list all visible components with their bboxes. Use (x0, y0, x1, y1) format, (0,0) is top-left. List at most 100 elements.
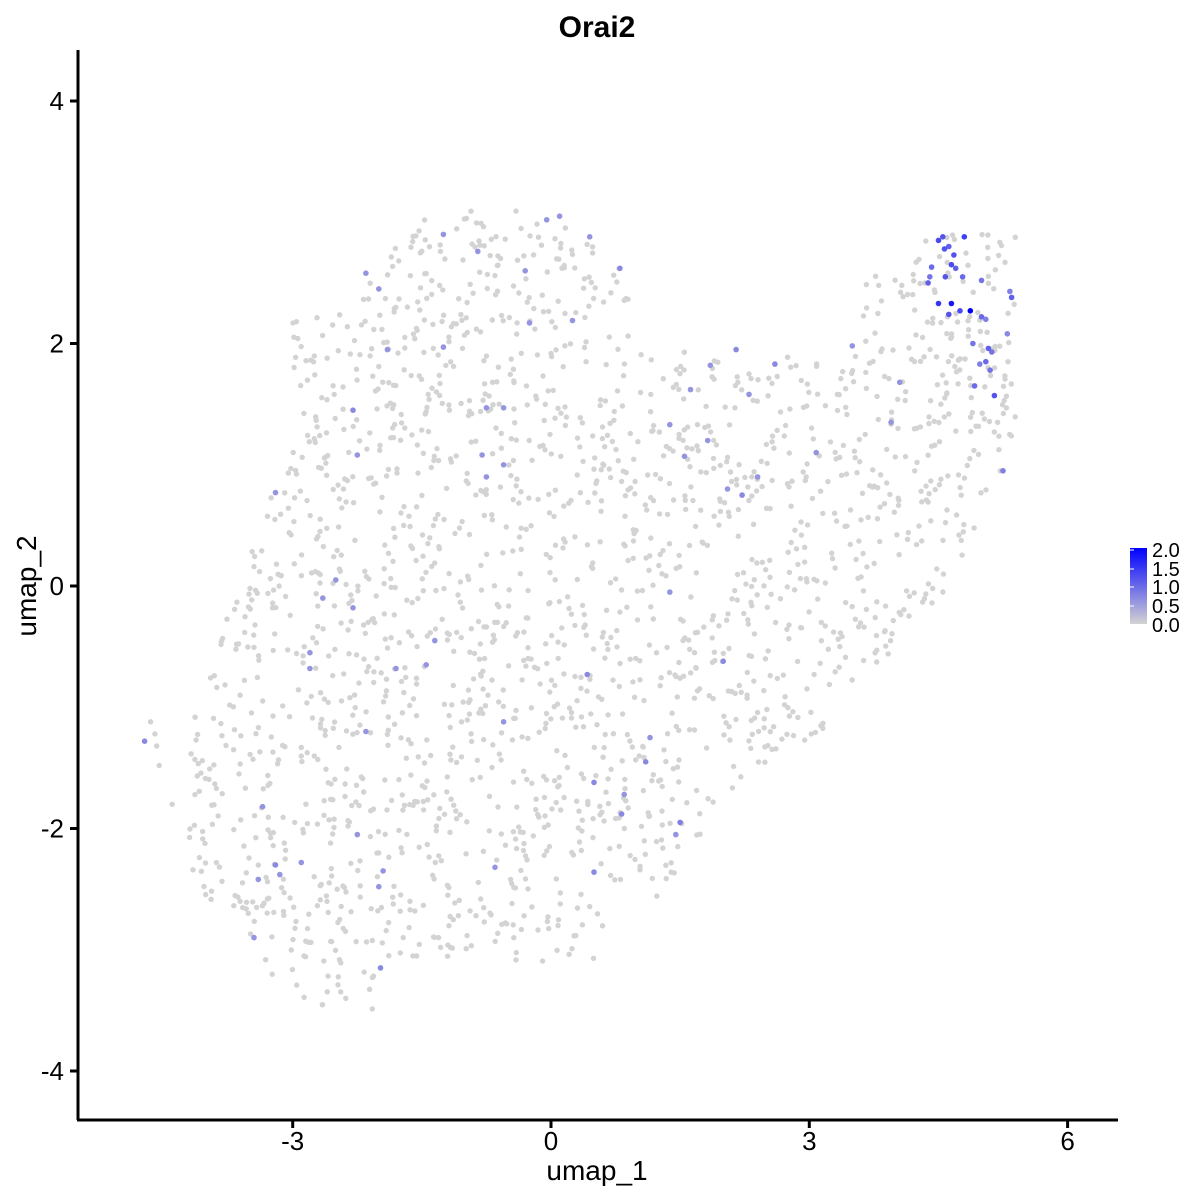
cell-point (314, 315, 320, 321)
cell-point (790, 709, 796, 715)
cell-point (339, 505, 345, 511)
cell-point (697, 811, 703, 817)
cell-point (453, 453, 459, 459)
cell-point (476, 710, 482, 716)
cell-point (874, 647, 880, 653)
cell-point (541, 417, 547, 424)
cell-point (607, 580, 614, 586)
cell-point (650, 582, 656, 588)
cell-point (424, 737, 430, 743)
cell-point (448, 324, 455, 330)
cell-point (317, 690, 324, 696)
cell-point (895, 502, 902, 509)
cell-point (644, 507, 650, 513)
cell-point (436, 372, 442, 379)
cell-point (343, 995, 349, 1001)
cell-point (388, 435, 394, 441)
cell-point (202, 860, 209, 866)
cell-point (531, 305, 537, 312)
cell-point (664, 731, 671, 737)
cell-point (647, 409, 654, 415)
cell-point (598, 498, 605, 504)
cell-point (192, 756, 198, 763)
cell-point (677, 564, 683, 570)
cell-point (605, 646, 611, 653)
cell-point (948, 331, 955, 337)
cell-point (256, 568, 263, 575)
cell-point (483, 353, 490, 359)
cell-point (495, 804, 501, 810)
cell-point (434, 445, 440, 452)
expressed-cell-point (971, 383, 978, 389)
cell-point (561, 265, 567, 271)
cell-point (730, 763, 737, 770)
cell-point (268, 734, 274, 740)
cell-point (353, 938, 359, 945)
cell-point (944, 507, 950, 513)
cell-point (401, 503, 407, 510)
cell-point (334, 547, 340, 554)
cell-point (675, 843, 681, 850)
cell-point (384, 645, 391, 651)
cell-point (906, 345, 912, 351)
cell-point (340, 384, 346, 390)
cell-point (874, 516, 881, 522)
cell-point (927, 346, 933, 353)
cell-point (317, 897, 323, 903)
cell-point (429, 277, 435, 284)
cell-point (326, 880, 332, 886)
cell-point (464, 470, 470, 477)
cell-point (791, 587, 798, 593)
cell-point (557, 890, 563, 896)
cell-point (574, 698, 580, 704)
cell-point (446, 884, 452, 891)
cell-point (368, 346, 375, 352)
cell-point (856, 436, 862, 443)
cell-point (306, 911, 312, 917)
cell-point (349, 802, 355, 809)
cell-point (625, 557, 631, 564)
cell-point (668, 860, 674, 866)
cell-point (192, 714, 198, 720)
cell-point (634, 588, 641, 594)
cell-point (762, 656, 769, 662)
cell-point (544, 848, 550, 854)
cell-point (383, 676, 390, 682)
cell-point (598, 861, 604, 867)
cell-point (242, 614, 248, 620)
cell-point (422, 237, 428, 243)
cell-point (556, 598, 563, 605)
cell-point (643, 555, 649, 561)
cell-point (555, 405, 561, 411)
cell-point (749, 556, 755, 563)
cell-point (541, 824, 547, 830)
cell-point (657, 777, 664, 783)
cell-point (632, 491, 638, 497)
cell-point (553, 876, 559, 882)
cell-point (698, 507, 704, 513)
cell-point (397, 908, 403, 914)
expressed-cell-point (720, 658, 726, 664)
cell-point (660, 376, 666, 382)
cell-point (663, 758, 669, 765)
cell-point (578, 771, 585, 777)
cell-point (863, 385, 870, 392)
cell-point (435, 511, 441, 518)
cell-point (521, 253, 527, 259)
cell-point (327, 840, 334, 846)
cell-point (965, 333, 971, 339)
cell-point (441, 701, 448, 707)
cell-point (818, 723, 824, 729)
cell-point (264, 910, 270, 916)
cell-point (905, 529, 911, 536)
cell-point (199, 828, 206, 835)
cell-point (467, 649, 473, 655)
cell-point (723, 720, 729, 726)
cell-point (325, 699, 331, 706)
cell-point (646, 567, 652, 573)
cell-point (239, 880, 246, 886)
cell-point (785, 549, 791, 555)
cell-point (331, 391, 337, 398)
cell-point (746, 371, 752, 377)
expressed-cell-point (350, 407, 356, 414)
